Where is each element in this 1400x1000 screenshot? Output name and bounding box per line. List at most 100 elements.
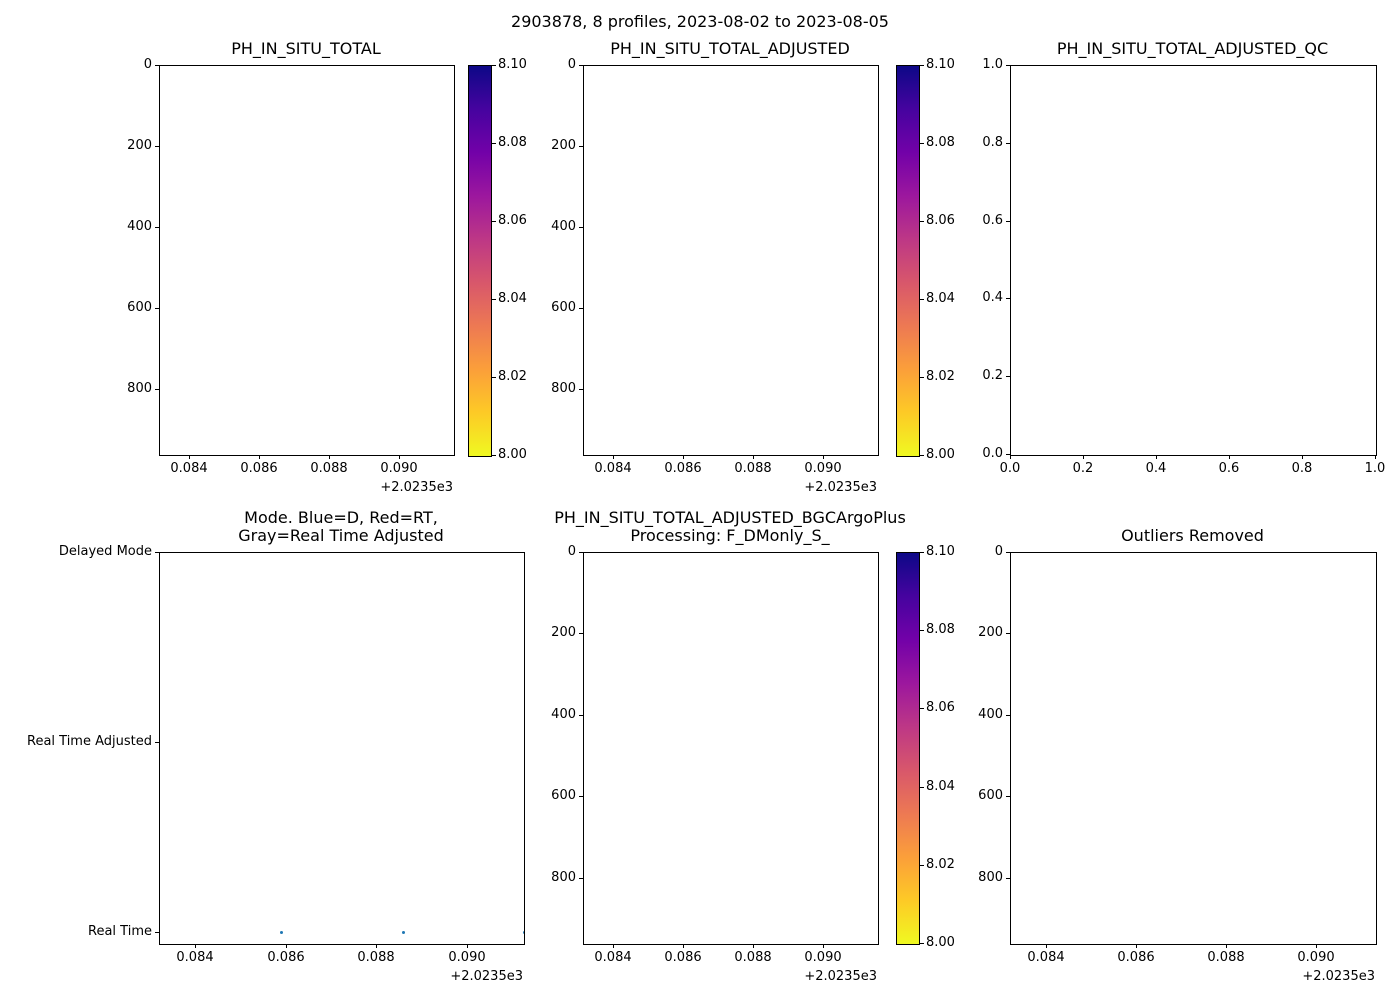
y-tick	[155, 742, 159, 743]
y-tick-label: 0	[567, 544, 576, 559]
x-tick-label: 0.090	[448, 950, 486, 965]
colorbar-bgcargoplus-processing	[896, 552, 920, 945]
y-tick	[1006, 143, 1010, 144]
colorbar-tick-label: 8.06	[498, 213, 527, 228]
colorbar-ph-in-situ-total-adjusted	[896, 65, 920, 457]
x-tick-label: 0.084	[170, 461, 208, 476]
x-tick	[1226, 944, 1227, 948]
colorbar-tick	[920, 787, 924, 788]
y-tick	[579, 633, 583, 634]
y-tick-label: 800	[978, 870, 1003, 885]
x-tick	[613, 455, 614, 459]
y-tick-label: 200	[978, 625, 1003, 640]
x-tick-label: 0.088	[357, 950, 395, 965]
y-tick	[1006, 552, 1010, 553]
colorbar-tick	[492, 65, 496, 66]
figure-suptitle: 2903878, 8 profiles, 2023-08-02 to 2023-…	[511, 12, 889, 31]
y-tick	[579, 146, 583, 147]
y-tick	[579, 227, 583, 228]
axes-title-mode: Mode. Blue=D, Red=RT, Gray=Real Time Adj…	[238, 508, 444, 545]
colorbar-ph-in-situ-total	[468, 65, 492, 457]
y-tick	[155, 146, 159, 147]
axes-title-outliers-removed: Outliers Removed	[1121, 526, 1264, 545]
colorbar-tick	[920, 65, 924, 66]
axes-frame-outliers-removed	[1010, 552, 1377, 945]
y-tick	[1006, 298, 1010, 299]
colorbar-tick	[920, 455, 924, 456]
y-tick	[579, 552, 583, 553]
x-tick	[1156, 455, 1157, 459]
x-tick	[1229, 455, 1230, 459]
y-tick	[579, 878, 583, 879]
y-tick	[579, 308, 583, 309]
y-tick-label: 0.4	[982, 290, 1003, 305]
colorbar-tick	[920, 299, 924, 300]
y-tick	[155, 227, 159, 228]
colorbar-tick-label: 8.02	[926, 369, 955, 384]
colorbar-tick-label: 8.00	[926, 935, 955, 950]
x-tick	[1046, 944, 1047, 948]
y-tick	[579, 796, 583, 797]
axes-frame-mode	[159, 552, 525, 945]
x-tick	[753, 455, 754, 459]
y-tick	[579, 715, 583, 716]
y-tick	[1006, 454, 1010, 455]
axes-title-bgcargoplus-processing: PH_IN_SITU_TOTAL_ADJUSTED_BGCArgoPlus Pr…	[554, 508, 906, 545]
x-tick-label: 0.088	[310, 461, 348, 476]
colorbar-tick	[920, 865, 924, 866]
x-tick	[189, 455, 190, 459]
x-tick	[467, 944, 468, 948]
colorbar-tick-label: 8.00	[926, 447, 955, 462]
colorbar-tick-label: 8.08	[926, 622, 955, 637]
colorbar-tick	[492, 143, 496, 144]
colorbar-tick-label: 8.06	[926, 700, 955, 715]
colorbar-tick-label: 8.04	[926, 291, 955, 306]
x-tick-label: 0.086	[664, 950, 702, 965]
colorbar-tick	[920, 552, 924, 553]
y-tick-label: 800	[551, 870, 576, 885]
colorbar-tick	[920, 943, 924, 944]
x-tick-label: 0.2	[1072, 461, 1094, 476]
colorbar-tick-label: 8.00	[498, 447, 527, 462]
axes-title-ph-in-situ-total-adjusted-qc: PH_IN_SITU_TOTAL_ADJUSTED_QC	[1056, 39, 1329, 58]
x-tick-label: 0.084	[594, 950, 632, 965]
y-tick-label: 200	[127, 138, 152, 153]
x-tick	[823, 455, 824, 459]
x-axis-offset-label: +2.0235e3	[804, 969, 877, 984]
y-tick-label: 600	[551, 788, 576, 803]
x-tick-label: 0.0	[999, 461, 1021, 476]
colorbar-tick	[920, 708, 924, 709]
y-tick-label: 0.6	[982, 213, 1003, 228]
colorbar-tick-label: 8.10	[498, 57, 527, 72]
x-tick	[1083, 455, 1084, 459]
profile-mode-dot	[401, 931, 405, 935]
x-tick-label: 0.088	[734, 461, 772, 476]
x-tick	[683, 944, 684, 948]
axes-title-ph-in-situ-total: PH_IN_SITU_TOTAL	[231, 39, 381, 58]
y-tick-label: 1.0	[982, 57, 1003, 72]
y-tick-label: 0.8	[982, 135, 1003, 150]
colorbar-tick	[492, 299, 496, 300]
x-tick-label: 0.090	[804, 461, 842, 476]
y-tick-label: 600	[978, 788, 1003, 803]
y-tick	[1006, 878, 1010, 879]
x-tick-label: 0.086	[240, 461, 278, 476]
colorbar-tick-label: 8.08	[498, 135, 527, 150]
x-axis-offset-label: +2.0235e3	[804, 480, 877, 495]
x-tick-label: 0.086	[1117, 950, 1155, 965]
y-tick	[155, 932, 159, 933]
y-tick-label: 600	[551, 300, 576, 315]
y-tick-label: 200	[551, 625, 576, 640]
x-axis-offset-label: +2.0235e3	[450, 969, 523, 984]
y-tick	[579, 389, 583, 390]
y-tick-label: 0	[994, 544, 1003, 559]
y-tick-label: 0.0	[982, 446, 1003, 461]
x-tick	[683, 455, 684, 459]
x-tick	[259, 455, 260, 459]
x-tick-label: 0.8	[1291, 461, 1313, 476]
x-tick-label: 0.4	[1145, 461, 1167, 476]
profile-mode-dot	[522, 931, 524, 935]
colorbar-tick-label: 8.04	[498, 291, 527, 306]
y-tick-label: 400	[551, 219, 576, 234]
x-tick	[376, 944, 377, 948]
